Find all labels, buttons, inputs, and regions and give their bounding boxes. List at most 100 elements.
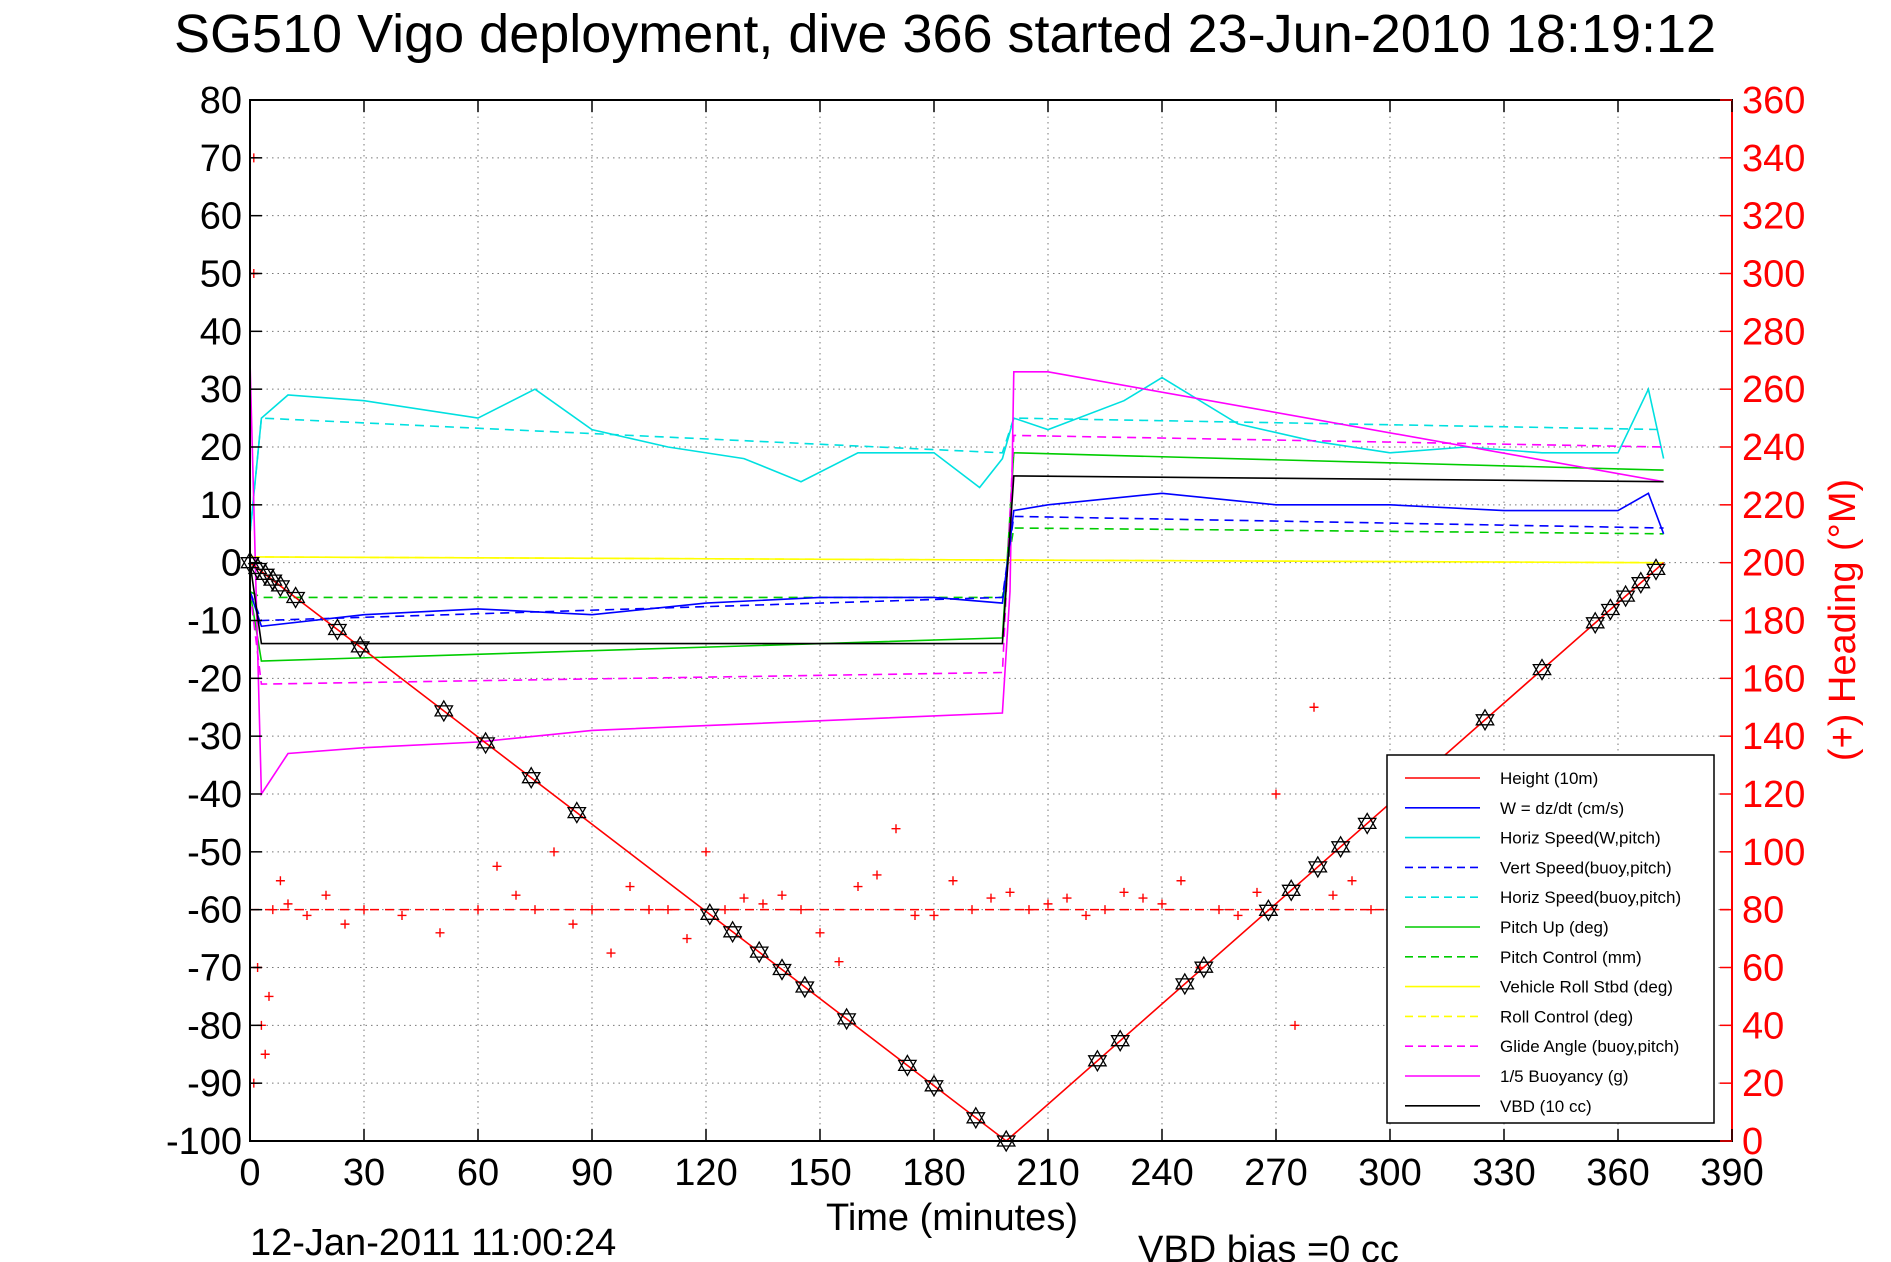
legend-entry-label: W = dz/dt (cm/s) [1500,799,1624,818]
legend-box [1386,754,1715,1124]
heading-point [1290,1020,1300,1030]
y2-tick-label: 260 [1742,369,1805,411]
heading-point [891,824,901,834]
y-tick-label: -80 [187,1005,242,1047]
waypoint-marker [1193,955,1214,973]
waypoint-marker [772,963,792,981]
waypoint-marker [521,766,542,784]
y2-tick-label: 340 [1742,138,1805,180]
waypoint-marker [897,1054,918,1072]
waypoint-marker [1357,812,1378,830]
waypoint-marker [699,903,720,920]
waypoint-marker [350,635,371,653]
y2-tick-label: 60 [1742,948,1784,990]
waypoint-marker [350,641,371,659]
waypoint-marker [1532,658,1552,676]
waypoint-marker [285,591,306,609]
legend-entry-label: Horiz Speed(buoy,pitch) [1500,888,1681,907]
heading-point [268,905,278,915]
series-layer [249,360,1665,1143]
y2-tick-label: 280 [1742,311,1805,353]
heading-point [1157,899,1167,909]
heading-point [1328,890,1338,900]
y-tick-label: 10 [200,485,242,527]
y2-tick-label: 200 [1742,543,1805,585]
heading-point [549,847,559,857]
heading-point [872,870,882,880]
waypoint-marker [270,574,291,592]
series-line [249,515,1664,622]
heading-point [492,861,502,871]
waypoint-marker [836,1013,857,1031]
y-tick-label: -30 [187,716,242,758]
waypoint-marker [1330,841,1351,859]
series-line [249,475,1664,645]
waypoint-marker [699,908,720,926]
y-tick-label: 60 [200,196,242,238]
waypoint-marker [566,801,587,819]
waypoint-layer [240,551,1666,1153]
heading-point [321,890,331,900]
waypoint-marker [285,586,306,604]
y2-tick-label: 160 [1742,658,1805,700]
waypoint-marker [1585,611,1606,629]
x-tick-label: 120 [674,1152,737,1194]
waypoint-marker [475,737,496,755]
y-tick-label: 20 [200,427,242,469]
heading-point [853,882,863,892]
heading-point [986,893,996,903]
y2-tick-label: 40 [1742,1005,1784,1047]
waypoint-marker [1646,558,1666,576]
x-tick-label: 180 [902,1152,965,1194]
waypoint-marker [1585,617,1606,635]
y2-tick-label: 140 [1742,716,1805,758]
waypoint-marker [1258,904,1279,922]
series-line [249,527,1664,599]
y-tick-label: -40 [187,774,242,816]
y-tick-label: 80 [200,80,242,122]
heading-point [1024,905,1034,915]
heading-point [1119,887,1129,897]
y-tick-label: -100 [166,1121,242,1163]
heading-point [530,905,540,915]
y-tick-label: 0 [221,543,242,585]
waypoint-marker [262,568,283,586]
y-axis-right: 3603403203002802602402202001801601401201… [1720,80,1805,1163]
waypoint-marker [772,958,792,976]
legend-entry-label: VBD (10 cc) [1500,1097,1592,1116]
y-tick-label: 50 [200,254,242,296]
heading-point [511,890,521,900]
waypoint-marker [1174,972,1195,990]
waypoint-marker [1615,584,1636,602]
x-tick-label: 390 [1700,1152,1763,1194]
waypoint-marker [924,1074,944,1092]
waypoint-marker [794,981,815,999]
waypoint-marker [1600,598,1621,616]
heading-point [359,905,369,915]
waypoint-marker [1110,1029,1131,1047]
heading-point [910,910,920,920]
waypoint-marker [996,1129,1017,1147]
y-axis-left: 80 70 60 50 40 30 20 10 0 -10 -20 -30 -40 -50 -60 -70 -8… [166,80,262,1163]
heading-point [1214,905,1224,915]
y-tick-label: -60 [187,890,242,932]
waypoint-marker [1615,590,1636,608]
chart-title: SG510 Vigo deployment, dive 366 started … [174,4,1716,64]
heading-point [777,890,787,900]
y2-tick-label: 20 [1742,1063,1784,1105]
y-tick-label: -90 [187,1063,242,1105]
heading-point [397,910,407,920]
heading-point [1176,876,1186,886]
legend-entry-label: Pitch Control (mm) [1500,948,1642,967]
series-line [249,556,1664,564]
waypoint-marker [1307,861,1328,879]
heading-point [834,957,844,967]
y2-tick-label: 300 [1742,254,1805,296]
waypoint-marker [897,1059,918,1077]
waypoint-marker [1087,1049,1108,1067]
x-tick-label: 60 [457,1152,499,1194]
heading-point [1043,899,1053,909]
x-tick-label: 90 [571,1152,613,1194]
y-tick-label: -20 [187,658,242,700]
waypoint-marker [1630,577,1651,594]
